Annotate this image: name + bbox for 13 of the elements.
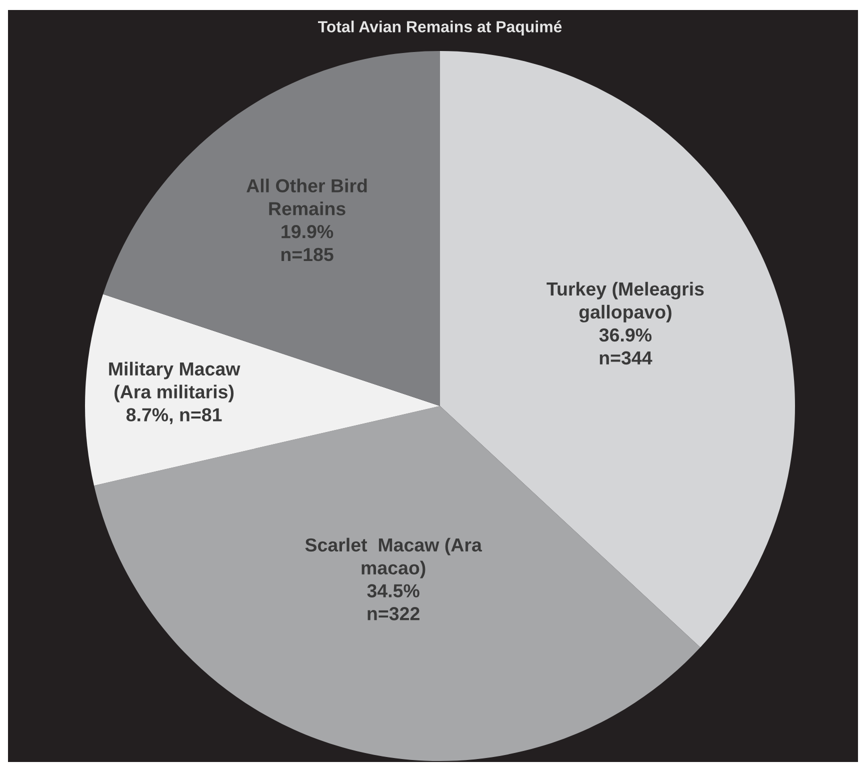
chart-title: Total Avian Remains at Paquimé [318,20,562,36]
data-label: 36.9% n=344 [599,328,652,365]
data-label: 8.7%, n=81 [126,408,222,424]
slice-label: Military Macaw (Ara militaris) [109,362,240,402]
pie-slice [440,51,795,648]
pie-slice [103,51,440,406]
data-label: 19.9% n=185 [281,224,334,262]
slice-label: Turkey (Meleagris gallopavo) [546,282,704,322]
slice-label: All Other Bird Remains [246,178,367,216]
pie-slice [85,294,440,486]
pie-slice [94,406,700,761]
data-label: 34.5% n=322 [367,584,420,620]
slice-label: Scarlet Macaw (Ara macao) [305,538,482,578]
